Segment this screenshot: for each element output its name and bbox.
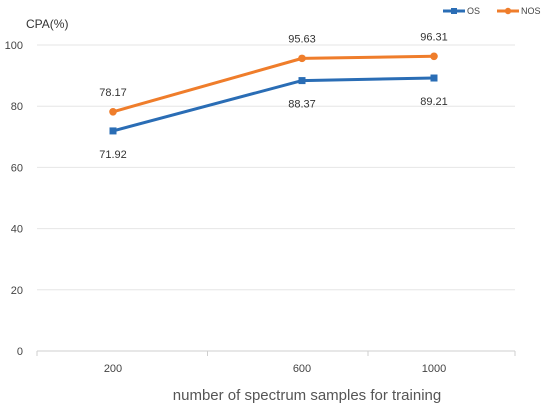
legend: OS NOS <box>443 6 541 16</box>
grid-lines <box>37 44 515 291</box>
data-labels: 71.92 88.37 89.21 78.17 95.63 96.31 <box>99 31 448 161</box>
series <box>109 52 438 135</box>
x-tick-label: 200 <box>104 363 122 375</box>
y-tick-label: 60 <box>11 162 23 174</box>
legend-marker-nos <box>504 7 512 15</box>
data-point-os <box>298 77 306 85</box>
y-tick-label: 0 <box>17 346 23 358</box>
x-axis-title: number of spectrum samples for training <box>173 387 441 404</box>
data-point-nos <box>109 107 117 116</box>
data-point-os <box>109 127 117 135</box>
data-label-os: 71.92 <box>99 149 127 161</box>
legend-label-nos: NOS <box>521 6 541 16</box>
data-label-nos: 96.31 <box>420 31 448 43</box>
series-line-os <box>112 76 435 133</box>
axes: 0 20 40 60 80 100 200 600 1000 <box>5 40 516 375</box>
y-tick-label: 80 <box>11 101 23 113</box>
series-line-nos <box>112 54 435 114</box>
data-point-os <box>430 74 438 82</box>
data-point-nos <box>298 54 306 63</box>
data-label-nos: 95.63 <box>288 33 316 45</box>
legend-label-os: OS <box>467 6 480 16</box>
x-tick-label: 1000 <box>422 363 446 375</box>
data-point-nos <box>430 52 438 61</box>
data-label-nos: 78.17 <box>99 87 127 99</box>
data-label-os: 89.21 <box>420 96 448 108</box>
y-tick-label: 20 <box>11 285 23 297</box>
y-tick-label: 100 <box>5 40 23 52</box>
y-tick-label: 40 <box>11 224 23 236</box>
data-label-os: 88.37 <box>288 99 316 111</box>
x-tick-label: 600 <box>293 363 311 375</box>
legend-marker-os <box>451 8 457 14</box>
y-axis-title: CPA(%) <box>26 17 68 31</box>
